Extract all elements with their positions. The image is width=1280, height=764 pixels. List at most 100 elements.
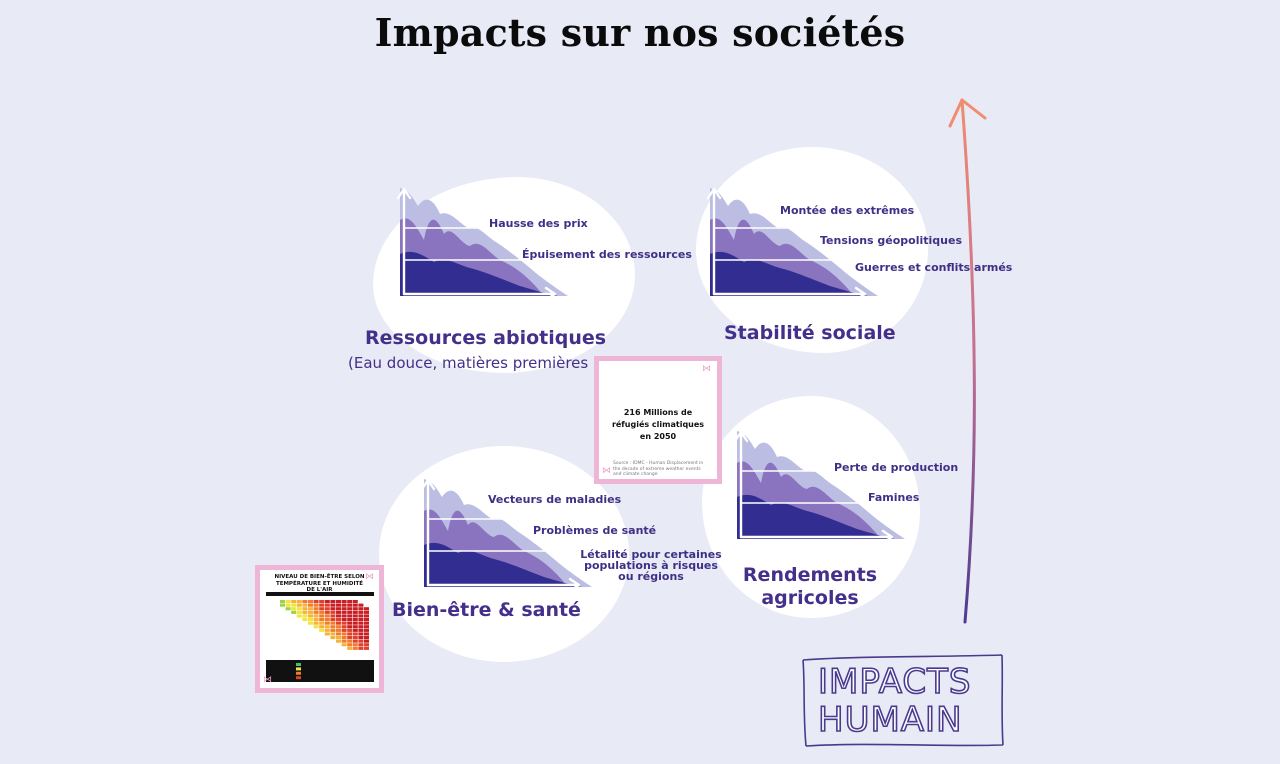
heatmap-cell — [296, 603, 302, 607]
heatmap-cell — [341, 603, 347, 607]
page-title: Impacts sur nos sociétés — [374, 10, 906, 55]
heatmap-cell — [352, 636, 358, 640]
stabilite-title: Stabilité sociale — [724, 322, 896, 344]
stamp-line-2: HUMAIN — [817, 700, 963, 740]
heatmap-cell — [358, 636, 364, 640]
heatmap-cell — [347, 639, 353, 643]
heatmap-cell — [336, 628, 341, 632]
stamp-line-1: IMPACTS — [817, 662, 972, 702]
heatmap-cell — [347, 628, 353, 632]
heatmap-cell — [341, 610, 347, 614]
heatmap-cell — [330, 618, 336, 622]
butterfly-icon: ⋈ — [263, 674, 272, 684]
heatmap-cell — [296, 614, 302, 618]
heatmap-cell — [336, 600, 341, 604]
heatmap-cell — [319, 621, 325, 625]
ressources-title: Ressources abiotiques — [365, 327, 607, 349]
heatmap-cell — [313, 610, 319, 614]
heatmap-cell — [324, 628, 330, 632]
heatmap-cell — [341, 632, 347, 636]
heatmap-cell — [352, 632, 358, 636]
heatmap-cell — [347, 621, 353, 625]
heatmap-legend-box — [266, 660, 374, 682]
heatmap-cell — [324, 603, 330, 607]
heatmap-cell — [330, 614, 336, 618]
heatmap-cell — [364, 618, 369, 622]
heatmap-cell — [285, 607, 291, 611]
heatmap-cell — [336, 632, 341, 636]
heatmap-cell — [341, 636, 347, 640]
heatmap-cell — [313, 614, 319, 618]
heatmap-cell — [352, 639, 358, 643]
heatmap-legend-swatch — [296, 667, 301, 671]
stabilite-layer-dark — [710, 251, 868, 296]
heatmap-cell — [330, 628, 336, 632]
heatmap-cell — [364, 614, 369, 618]
heatmap-cell — [313, 607, 319, 611]
heatmap-cell — [308, 600, 313, 604]
heatmap-card: ⋈ NIVEAU DE BIEN-ÊTRE SELON TEMPÉRATURE … — [255, 565, 384, 693]
ressources-y-axis-arrow — [396, 187, 412, 296]
heatmap-cell — [319, 610, 325, 614]
heatmap-cell — [302, 600, 308, 604]
ressources-label-1: Hausse des prix — [489, 217, 588, 230]
heatmap-cell — [291, 610, 297, 614]
heatmap-cell — [347, 607, 353, 611]
heatmap-cell — [336, 639, 341, 643]
heatmap-cell — [336, 614, 341, 618]
heatmap-cell — [302, 614, 308, 618]
heatmap-cell — [324, 621, 330, 625]
heatmap-title: NIVEAU DE BIEN-ÊTRE SELON TEMPÉRATURE ET… — [274, 574, 365, 593]
heatmap-cell — [364, 628, 369, 632]
heatmap-cell — [364, 643, 369, 647]
heatmap-cell — [285, 603, 291, 607]
heatmap-cell — [319, 600, 325, 604]
heatmap-cell — [313, 603, 319, 607]
heatmap-cell — [324, 632, 330, 636]
heatmap-cell — [324, 607, 330, 611]
heatmap-cell — [336, 621, 341, 625]
heatmap-cell — [308, 610, 313, 614]
sante-decline-chart-icon — [420, 478, 592, 591]
sante-title: Bien-être & santé — [392, 599, 581, 621]
heatmap-cell — [347, 600, 353, 604]
refugee-stat-card: ⋈ 216 Millions de réfugiés climatiques e… — [594, 356, 722, 484]
heatmap-cell — [313, 621, 319, 625]
heatmap-cell — [347, 643, 353, 647]
heatmap-cell — [358, 610, 364, 614]
heatmap-cell — [358, 646, 364, 650]
heatmap-cell — [347, 603, 353, 607]
heatmap-cell — [352, 628, 358, 632]
heatmap-cell — [336, 610, 341, 614]
sante-layer-dark — [424, 542, 582, 587]
rendements-y-axis-arrow — [733, 430, 749, 539]
heatmap-cell — [280, 600, 285, 604]
heatmap-cell — [364, 632, 369, 636]
butterfly-icon: ⋈ — [702, 363, 711, 373]
sante-label-1: Vecteurs de maladies — [488, 493, 622, 506]
heatmap-cell — [296, 607, 302, 611]
heatmap-cell — [352, 621, 358, 625]
heatmap-cell — [308, 621, 313, 625]
heatmap-cell — [336, 607, 341, 611]
heatmap-cell — [319, 628, 325, 632]
heatmap-cell — [358, 643, 364, 647]
heatmap-cell — [358, 625, 364, 629]
stabilite-decline-chart-icon — [706, 187, 878, 300]
heatmap-cell — [347, 625, 353, 629]
heatmap-cell — [313, 625, 319, 629]
heatmap-table-image — [266, 592, 374, 682]
heatmap-cell — [352, 610, 358, 614]
heatmap-cell — [352, 614, 358, 618]
heatmap-cell — [352, 625, 358, 629]
rendements-label-2: Famines — [868, 491, 920, 504]
heatmap-cell — [324, 625, 330, 629]
refugee-stat-text: 216 Millions de réfugiés climatiques en … — [611, 408, 705, 441]
heatmap-cell — [358, 639, 364, 643]
heatmap-cell — [347, 614, 353, 618]
sante-y-axis-arrow — [420, 478, 436, 587]
heatmap-cell — [324, 614, 330, 618]
heatmap-cell — [358, 621, 364, 625]
heatmap-cell — [330, 607, 336, 611]
heatmap-cell — [364, 610, 369, 614]
